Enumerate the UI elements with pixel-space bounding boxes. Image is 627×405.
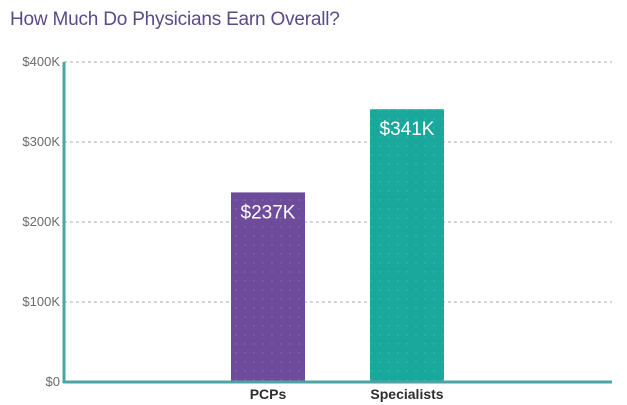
labels: $0 $100K $200K $300K $400K $237K PCPs $341K Spec… — [22, 54, 443, 402]
bar-specialists — [370, 109, 444, 382]
bar-texture — [231, 192, 305, 382]
bar-texture — [370, 109, 444, 382]
grid-lines — [64, 61, 612, 303]
data-label: $237K — [241, 202, 296, 223]
y-tick-label: $100K — [22, 294, 60, 309]
chart-title: How Much Do Physicians Earn Overall? — [10, 9, 340, 30]
x-category-label: Specialists — [370, 386, 443, 402]
data-label: $341K — [380, 119, 435, 140]
bar-pcps — [231, 192, 305, 382]
y-tick-label: $400K — [22, 54, 60, 69]
x-category-label: PCPs — [250, 386, 287, 402]
y-tick-label: $0 — [46, 374, 60, 389]
y-tick-label: $200K — [22, 214, 60, 229]
y-tick-label: $300K — [22, 134, 60, 149]
axes — [62, 62, 612, 384]
bars — [231, 109, 444, 382]
